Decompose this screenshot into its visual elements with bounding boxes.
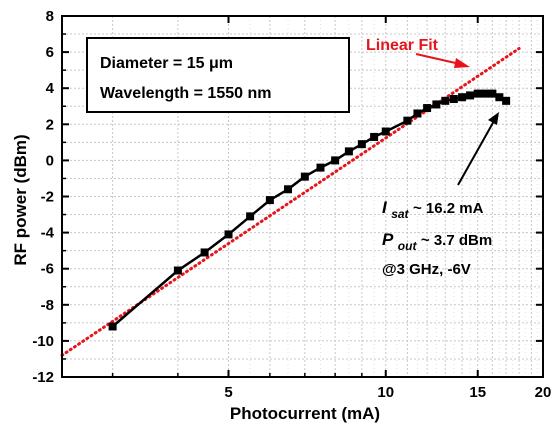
y-tick-label: 6 — [46, 44, 54, 61]
measured-series — [108, 89, 511, 331]
tick-labels: -12 -10 -8 -6 -4 -2 0 2 4 6 8 5 10 15 20 — [32, 8, 551, 401]
data-point — [344, 147, 353, 156]
linear-fit-arrow — [415, 53, 461, 65]
isat-value: ~ 16.2 mA — [413, 200, 484, 217]
data-point — [473, 89, 482, 98]
y-tick-label: -8 — [41, 297, 54, 314]
data-point — [403, 116, 412, 125]
data-point — [432, 100, 441, 109]
isat-arrow — [457, 120, 495, 186]
x-tick-label: 5 — [224, 384, 232, 401]
y-tick-label: -12 — [32, 369, 54, 386]
data-point — [265, 196, 274, 205]
data-point — [173, 266, 182, 275]
pout-symbol: P — [382, 230, 394, 249]
condition-annotation: @3 GHz, -6V — [382, 261, 471, 278]
data-point — [108, 322, 117, 331]
data-point — [331, 156, 340, 165]
data-point — [413, 109, 422, 118]
data-point — [370, 132, 379, 141]
data-point — [381, 127, 390, 136]
y-tick-label: 0 — [46, 152, 54, 169]
y-tick-label: -2 — [41, 189, 54, 206]
y-axis-title: RF power (dBm) — [11, 134, 30, 265]
pout-subscript: out — [398, 239, 418, 253]
info-box-wavelength: Wavelength = 1550 nm — [100, 85, 271, 102]
data-point — [300, 172, 309, 181]
data-point — [458, 93, 467, 102]
y-tick-label: -4 — [41, 225, 55, 242]
data-point — [481, 89, 490, 98]
data-point — [502, 96, 511, 105]
x-axis-title: Photocurrent (mA) — [230, 404, 380, 423]
svg-text:P out ~ 3.7 dBm: P out ~ 3.7 dBm — [382, 230, 492, 254]
axis-ticks — [62, 15, 544, 378]
linear-fit-label: Linear Fit — [366, 37, 439, 54]
x-tick-label: 20 — [535, 384, 552, 401]
data-point — [316, 163, 325, 172]
data-point — [488, 89, 497, 98]
y-tick-label: -10 — [32, 333, 54, 350]
isat-arrowhead — [488, 112, 499, 125]
x-tick-label: 10 — [377, 384, 394, 401]
info-box: Diameter = 15 μm Wavelength = 1550 nm — [86, 37, 350, 113]
linear-fit-arrowhead — [454, 58, 470, 68]
x-tick-label: 15 — [469, 384, 486, 401]
data-point — [449, 95, 458, 104]
y-tick-label: 4 — [46, 80, 55, 97]
pout-annotation: P out ~ 3.7 dBm — [382, 230, 492, 254]
y-tick-label: -6 — [41, 261, 54, 278]
data-point — [224, 230, 233, 239]
info-box-diameter: Diameter = 15 μm — [100, 55, 233, 72]
data-point — [466, 91, 475, 100]
y-tick-label: 2 — [46, 116, 54, 133]
data-point — [246, 212, 255, 221]
isat-annotation: I sat ~ 16.2 mA — [382, 198, 484, 222]
data-point — [423, 104, 432, 113]
data-point — [495, 93, 504, 102]
data-point — [357, 140, 366, 149]
data-point — [284, 185, 293, 194]
y-tick-label: 8 — [46, 8, 54, 25]
isat-symbol: I — [382, 198, 388, 217]
isat-subscript: sat — [391, 207, 409, 221]
data-point — [200, 248, 209, 257]
pout-value: ~ 3.7 dBm — [421, 232, 492, 249]
svg-text:I sat ~ 16.2 mA: I sat ~ 16.2 mA — [382, 198, 484, 222]
data-point — [441, 96, 450, 105]
